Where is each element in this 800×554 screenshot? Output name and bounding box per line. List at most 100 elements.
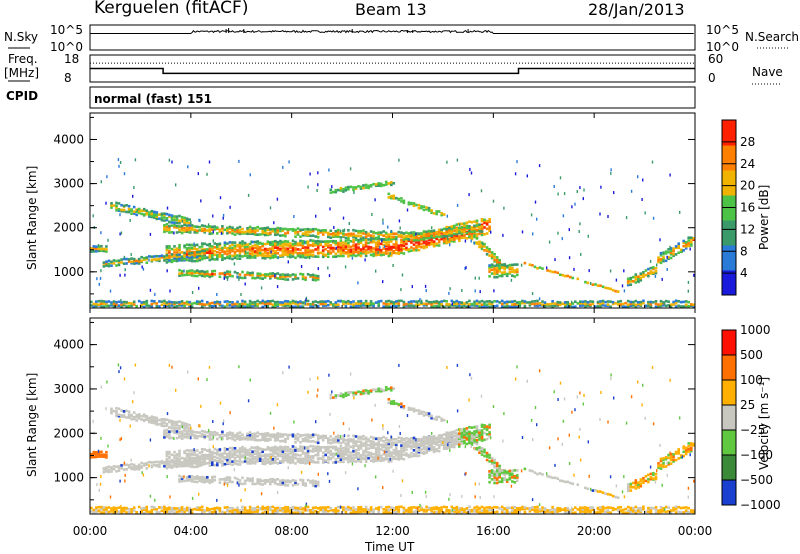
echo-cell [367,184,370,188]
echo-cell [251,249,254,252]
echo-cell [203,231,206,234]
echo-cell [180,259,184,262]
echo-cell [392,194,396,198]
echo-cell [475,224,479,227]
echo-cell [470,235,474,239]
echo-cell [281,483,285,486]
echo-cell [468,435,471,439]
echo-cell [228,251,232,255]
echo-cell [241,248,244,252]
echo-cell [430,448,433,452]
echo-cell [505,302,509,306]
echo-cell [382,238,385,241]
echo-cell [188,462,191,465]
echo-cell [105,304,108,308]
echo-cell [669,256,673,260]
echo-cell [163,302,166,305]
echo-cell [364,241,368,244]
echo-cell [223,250,227,253]
echo-cell [339,392,343,395]
echo-cell [455,438,459,441]
echo-cell [251,251,254,254]
echo-cell [342,241,345,244]
echo-cell [281,301,285,304]
echo-cell [410,249,413,252]
echo-cell [523,301,527,305]
echo-cell [246,511,249,514]
echo-cell [238,249,242,253]
echo-cell [203,455,206,458]
echo-cell [458,235,461,238]
echo-cell [294,273,297,277]
echo-cell [261,299,264,303]
echo-cell [286,247,290,251]
echo-cell [314,274,317,277]
echo-cell [180,256,184,260]
echo-cell [339,254,343,258]
echo-cell [387,387,391,391]
echo-cell [352,248,355,251]
echo-cell [348,222,350,225]
echo-cell [248,431,252,434]
echo-cell [437,415,441,419]
echo-cell [367,232,370,236]
echo-cell [251,438,254,441]
echo-cell [619,303,622,306]
echo-cell [306,454,310,457]
echo-cell [430,414,433,418]
echo-cell [666,255,668,259]
echo-cell [601,491,605,494]
echo-cell [173,248,176,252]
echo-cell [387,247,391,251]
echo-cell [226,242,229,245]
echo-cell [427,302,431,305]
echo-cell [647,300,650,304]
echo-cell [163,256,166,260]
echo-cell [253,438,257,442]
echo-cell [247,193,250,197]
power-ylabel: Slant Range [km] [25,166,39,270]
echo-cell [276,457,280,461]
echo-cell [398,158,400,162]
echo-cell [120,303,123,306]
echo-cell [470,230,474,234]
echo-cell [127,304,131,308]
echo-cell [168,304,171,308]
echo-cell [500,271,504,274]
echo-cell [637,275,640,278]
echo-cell [440,419,443,422]
echo-cell [654,475,658,479]
echo-cell [456,203,459,207]
echo-cell [107,238,109,242]
echo-cell [185,300,189,304]
echo-cell [352,446,355,450]
echo-cell [659,459,663,463]
echo-cell [364,186,368,189]
echo-cell [392,249,396,253]
echo-cell [372,456,375,459]
echo-cell [334,190,338,194]
echo-cell [301,228,305,231]
echo-cell [279,509,282,512]
echo-cell [294,441,297,444]
echo-cell [281,234,285,237]
echo-cell [117,263,121,267]
echo-cell [400,441,403,444]
echo-cell [397,299,401,303]
echo-cell [299,248,302,251]
echo-cell [347,250,350,254]
echo-cell [206,256,209,259]
echo-cell [190,230,192,234]
echo-cell [319,240,322,243]
echo-cell [251,432,254,436]
echo-cell [450,299,454,303]
echo-cell [253,228,257,232]
echo-cell [490,469,494,472]
echo-cell [442,437,446,441]
echo-cell [165,257,169,261]
echo-cell [495,262,499,266]
echo-cell [352,232,355,236]
echo-cell [379,237,383,241]
echo-cell [223,241,227,244]
echo-cell [377,442,380,446]
